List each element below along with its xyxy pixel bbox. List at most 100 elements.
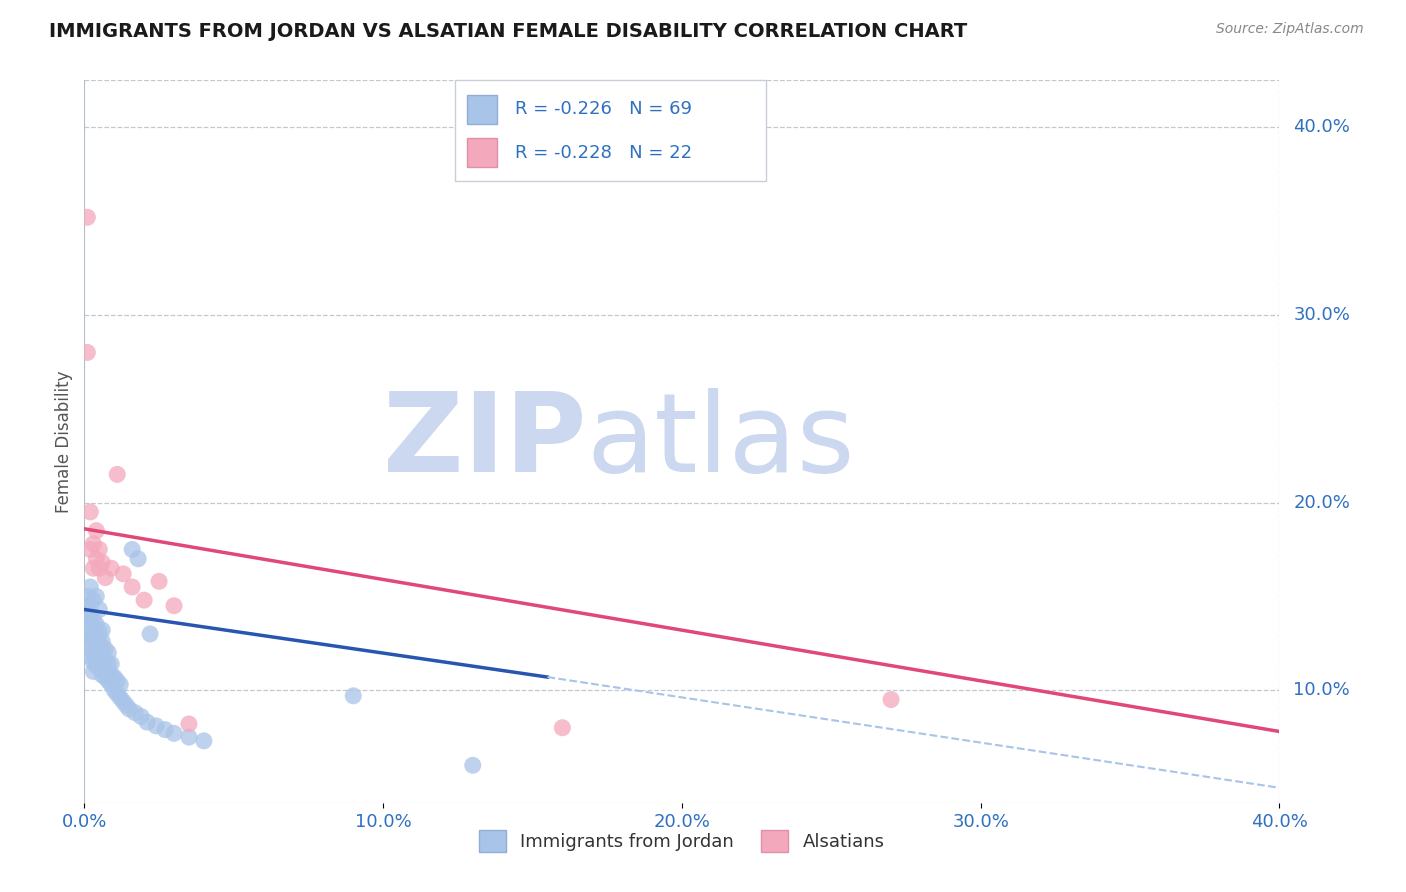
- Point: [342, 689, 364, 703]
- Point: [86, 649, 108, 664]
- Text: 10.0%: 10.0%: [1294, 681, 1350, 699]
- Point: [76, 608, 98, 623]
- Point: [91, 661, 114, 675]
- Point: [97, 657, 120, 671]
- Text: IMMIGRANTS FROM JORDAN VS ALSATIAN FEMALE DISABILITY CORRELATION CHART: IMMIGRANTS FROM JORDAN VS ALSATIAN FEMAL…: [49, 22, 967, 41]
- Point: [89, 542, 111, 557]
- Text: R = -0.226   N = 69: R = -0.226 N = 69: [515, 100, 692, 118]
- Point: [86, 617, 108, 632]
- Point: [110, 677, 132, 691]
- Text: atlas: atlas: [586, 388, 855, 495]
- Point: [89, 561, 111, 575]
- Point: [89, 646, 111, 660]
- Point: [91, 668, 114, 682]
- Text: 30.0%: 30.0%: [1294, 306, 1350, 324]
- Point: [105, 467, 128, 482]
- Point: [82, 593, 104, 607]
- Point: [129, 709, 152, 723]
- Point: [82, 561, 104, 575]
- Point: [193, 734, 215, 748]
- Point: [132, 593, 156, 607]
- Point: [177, 730, 200, 744]
- Point: [91, 556, 114, 570]
- Text: 40.0%: 40.0%: [1294, 119, 1350, 136]
- Point: [79, 542, 101, 557]
- Point: [82, 665, 104, 679]
- Point: [91, 634, 114, 648]
- Point: [76, 590, 98, 604]
- Point: [94, 653, 117, 667]
- Text: Source: ZipAtlas.com: Source: ZipAtlas.com: [1216, 22, 1364, 37]
- Point: [79, 505, 101, 519]
- Point: [89, 634, 111, 648]
- Point: [100, 677, 122, 691]
- Point: [79, 641, 101, 656]
- Point: [880, 692, 903, 706]
- Point: [103, 683, 125, 698]
- Point: [139, 627, 162, 641]
- Point: [461, 758, 484, 772]
- Point: [82, 612, 104, 626]
- Point: [82, 655, 104, 669]
- Text: ZIP: ZIP: [382, 388, 586, 495]
- Point: [100, 561, 122, 575]
- Point: [94, 665, 117, 679]
- Point: [82, 537, 104, 551]
- Point: [145, 719, 167, 733]
- Point: [79, 580, 101, 594]
- Point: [76, 211, 98, 225]
- Text: 20.0%: 20.0%: [1294, 493, 1350, 511]
- Point: [118, 702, 141, 716]
- Point: [82, 646, 104, 660]
- Point: [94, 571, 117, 585]
- FancyBboxPatch shape: [467, 95, 496, 124]
- Point: [86, 524, 108, 538]
- Point: [91, 623, 114, 637]
- Point: [100, 668, 122, 682]
- Point: [163, 599, 186, 613]
- Point: [76, 627, 98, 641]
- Point: [76, 345, 98, 359]
- Point: [79, 604, 101, 618]
- Point: [89, 602, 111, 616]
- Point: [148, 574, 170, 589]
- Legend: Immigrants from Jordan, Alsatians: Immigrants from Jordan, Alsatians: [472, 822, 891, 859]
- Point: [86, 658, 108, 673]
- Y-axis label: Female Disability: Female Disability: [55, 370, 73, 513]
- Point: [79, 623, 101, 637]
- Point: [86, 641, 108, 656]
- Point: [127, 551, 149, 566]
- Point: [97, 673, 120, 688]
- Point: [115, 698, 138, 713]
- Point: [551, 721, 574, 735]
- Point: [89, 661, 111, 675]
- Point: [110, 690, 132, 705]
- Point: [97, 665, 120, 679]
- Text: R = -0.228   N = 22: R = -0.228 N = 22: [515, 144, 692, 161]
- Point: [79, 649, 101, 664]
- Point: [79, 615, 101, 630]
- FancyBboxPatch shape: [456, 80, 766, 181]
- Point: [112, 566, 135, 581]
- Point: [163, 726, 186, 740]
- Point: [82, 636, 104, 650]
- Point: [177, 717, 200, 731]
- Point: [112, 694, 135, 708]
- Point: [103, 670, 125, 684]
- Point: [94, 641, 117, 656]
- Point: [91, 646, 114, 660]
- Point: [89, 653, 111, 667]
- Point: [91, 653, 114, 667]
- Point: [121, 580, 143, 594]
- Point: [79, 632, 101, 647]
- Point: [136, 715, 159, 730]
- Point: [121, 542, 143, 557]
- Point: [105, 687, 128, 701]
- Point: [82, 627, 104, 641]
- Point: [86, 551, 108, 566]
- FancyBboxPatch shape: [467, 138, 496, 167]
- Point: [89, 625, 111, 640]
- Point: [76, 599, 98, 613]
- Point: [105, 673, 128, 688]
- Point: [97, 646, 120, 660]
